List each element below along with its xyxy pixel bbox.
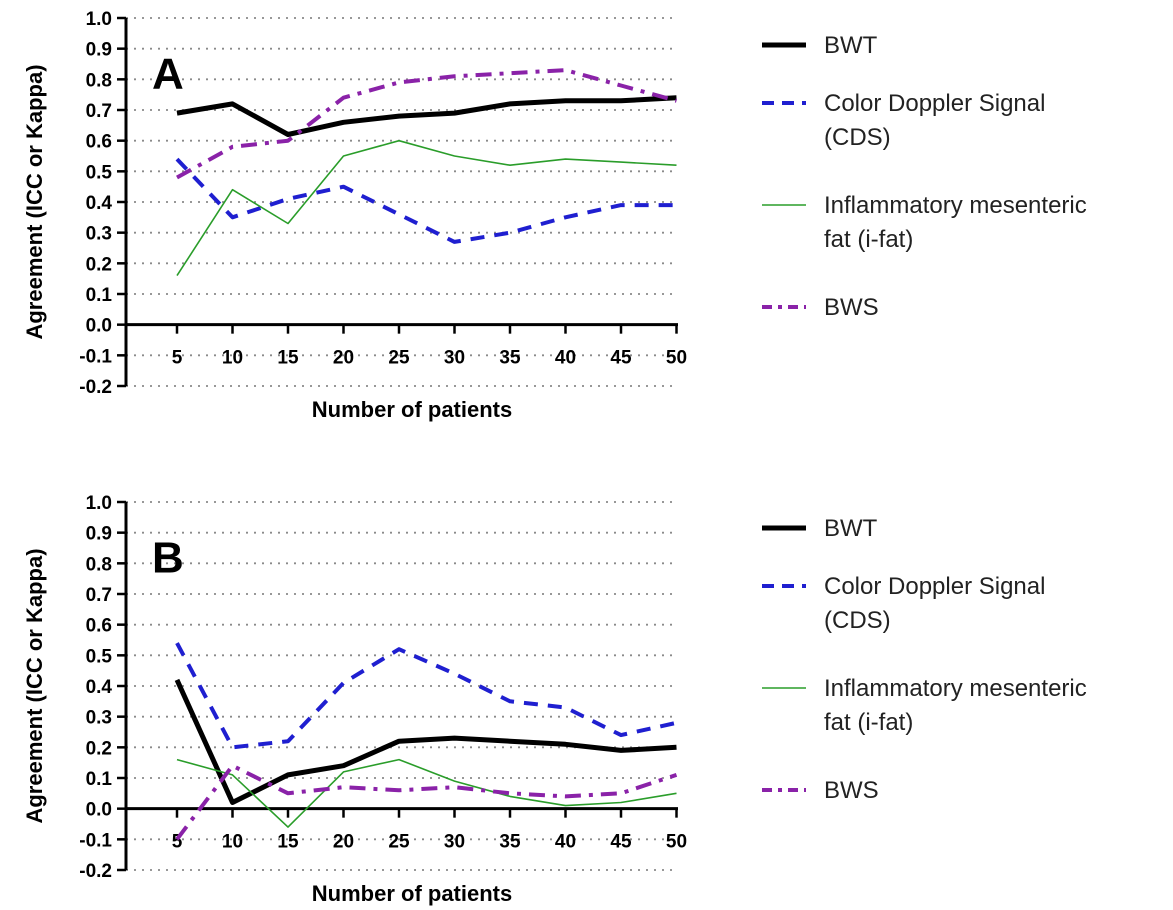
series-line-3 <box>176 68 678 180</box>
y-tick-label: 0.8 <box>86 70 112 91</box>
y-tick-label: 0.0 <box>86 316 112 337</box>
series-line-0 <box>176 95 677 137</box>
y-tick-label: 0.3 <box>86 224 112 245</box>
legend: BWT Color Doppler Signal (CDS) Inflammatory… <box>762 32 1087 321</box>
y-axis-title: Agreement (ICC or Kappa) <box>22 64 47 339</box>
x-tick-label: 5 <box>172 348 183 369</box>
x-tick-label: 25 <box>388 348 410 369</box>
legend-label: Inflammatory mesenteric <box>824 675 1087 702</box>
y-tick-label: 0.5 <box>86 646 113 667</box>
y-tick-label: 0.1 <box>86 769 113 790</box>
panel-label: A <box>152 50 184 99</box>
legend-label: Color Doppler Signal <box>824 90 1045 117</box>
x-tick-label: 40 <box>555 832 576 853</box>
y-tick-label: 0.7 <box>86 101 112 122</box>
y-tick-label: 0.6 <box>86 616 112 637</box>
x-tick-label: 30 <box>444 348 465 369</box>
x-tick-label: 45 <box>610 348 632 369</box>
y-tick-label: 1.0 <box>86 493 112 514</box>
y-tick-label: 0.6 <box>86 132 112 153</box>
y-tick-label: 0.5 <box>86 162 113 183</box>
x-tick-label: 50 <box>666 348 687 369</box>
x-tick-label: 45 <box>610 832 632 853</box>
y-tick-label: 0.9 <box>86 524 112 545</box>
legend-label: fat (i-fat) <box>824 709 913 736</box>
series-line-2 <box>176 139 677 277</box>
y-tick-label: 0.7 <box>86 585 112 606</box>
y-tick-label: 0.0 <box>86 800 112 821</box>
y-tick-label: 0.4 <box>86 193 113 214</box>
series-line-2 <box>176 758 677 828</box>
series-line-0 <box>174 678 677 805</box>
x-axis-title: Number of patients <box>312 881 512 906</box>
y-tick-label: 0.1 <box>86 285 113 306</box>
x-tick-label: 10 <box>222 348 243 369</box>
series-line-3 <box>175 763 678 841</box>
x-tick-label: 25 <box>388 832 410 853</box>
x-tick-label: 10 <box>222 832 243 853</box>
legend-label: (CDS) <box>824 124 891 151</box>
x-tick-label: 15 <box>277 832 299 853</box>
y-tick-label: 0.9 <box>86 40 112 61</box>
x-tick-label: 20 <box>333 832 354 853</box>
legend-label: BWS <box>824 294 879 321</box>
x-tick-label: 35 <box>499 348 521 369</box>
legend-label: Inflammatory mesenteric <box>824 192 1087 219</box>
legend: BWT Color Doppler Signal (CDS) Inflammatory… <box>762 515 1087 804</box>
series-line-1 <box>175 642 677 750</box>
y-tick-label: -0.1 <box>79 830 112 851</box>
y-tick-label: -0.2 <box>79 377 112 398</box>
chart-panel-b: 1.0 0.9 0.8 0.7 0.6 0.5 0.4 0.3 0.2 0.1 0.0 -0.1 -0.… <box>22 493 1087 906</box>
x-tick-label: 5 <box>172 832 183 853</box>
y-tick-label: 0.2 <box>86 738 112 759</box>
legend-label: (CDS) <box>824 607 891 634</box>
x-tick-label: 15 <box>277 348 299 369</box>
legend-label: Color Doppler Signal <box>824 573 1045 600</box>
legend-label: BWS <box>824 777 879 804</box>
y-tick-label: 0.8 <box>86 554 112 575</box>
x-tick-label: 20 <box>333 348 354 369</box>
panel-label: B <box>152 534 184 583</box>
y-tick-label: 0.2 <box>86 254 112 275</box>
x-tick-label: 50 <box>666 832 687 853</box>
legend-label: fat (i-fat) <box>824 226 913 253</box>
x-tick-label: 30 <box>444 832 465 853</box>
y-tick-label: 0.4 <box>86 677 113 698</box>
legend-label: BWT <box>824 515 878 542</box>
y-tick-label: -0.2 <box>79 861 112 882</box>
y-tick-label: -0.1 <box>79 346 112 367</box>
y-tick-label: 0.3 <box>86 708 112 729</box>
y-tick-label: 1.0 <box>86 9 112 30</box>
x-axis-title: Number of patients <box>312 397 512 422</box>
x-tick-label: 40 <box>555 348 576 369</box>
series-line-1 <box>175 157 677 244</box>
y-axis-title: Agreement (ICC or Kappa) <box>22 548 47 823</box>
chart-panel-a: 1.0 0.9 0.8 0.7 0.6 0.5 0.4 0.3 0.2 0.1 0.0 -0.1 -0.… <box>22 9 1087 422</box>
x-tick-label: 35 <box>499 832 521 853</box>
legend-label: BWT <box>824 32 878 59</box>
